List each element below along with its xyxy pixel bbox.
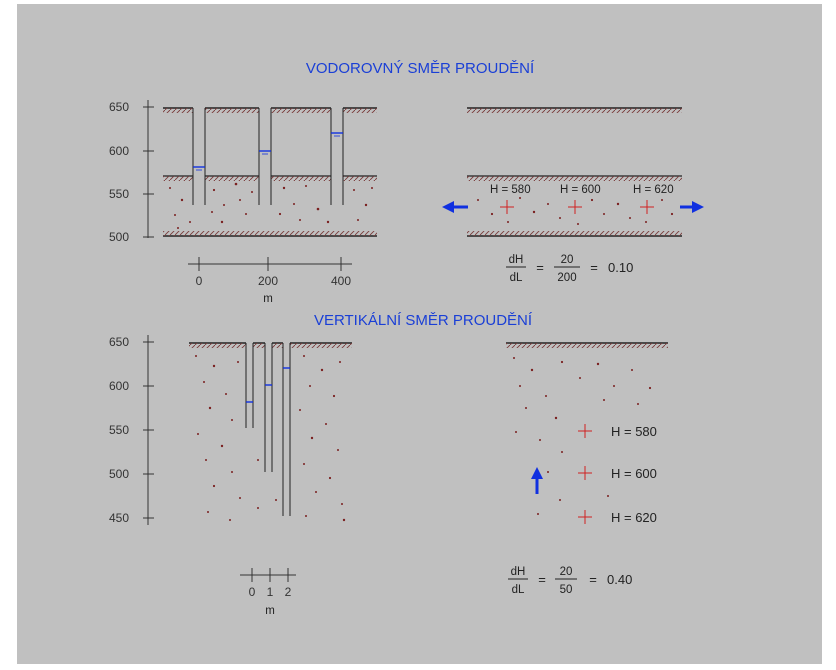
bottom-formula-dl: dL <box>512 584 525 596</box>
top-elevation-axis: 650 600 550 500 <box>109 100 154 244</box>
bottom-scale-unit: m <box>265 605 275 617</box>
top-formula-result: 0.10 <box>608 260 633 275</box>
bottom-scale-tick-1: 1 <box>267 585 274 599</box>
bottom-formula-eq2: = <box>589 572 597 587</box>
bottom-axis-tick-450: 450 <box>109 511 129 525</box>
top-axis-tick-650: 650 <box>109 100 129 114</box>
top-title: VODOROVNÝ SMĚR PROUDĚNÍ <box>306 60 535 77</box>
bottom-head-label-600: H = 600 <box>611 466 657 481</box>
top-axis-tick-550: 550 <box>109 187 129 201</box>
top-formula-dl: dL <box>510 272 523 284</box>
top-flow-arrow-right-icon <box>680 201 704 213</box>
top-distance-scale: 0 200 400 m <box>188 257 352 305</box>
bottom-axis-tick-550: 550 <box>109 423 129 437</box>
bottom-head-markers <box>578 424 592 524</box>
bottom-formula-num: 20 <box>560 566 573 578</box>
top-gradient-formula: dH dL = 20 200 = 0.10 <box>506 254 633 284</box>
top-flow-arrow-left-icon <box>442 201 468 213</box>
top-formula-num: 20 <box>561 254 574 266</box>
top-head-label-580: H = 580 <box>490 184 531 196</box>
top-left-soil-dots <box>169 182 373 229</box>
diagram-panel <box>17 4 822 664</box>
bottom-distance-scale: 0 1 2 m <box>240 568 296 617</box>
top-head-label-620: H = 620 <box>633 184 674 196</box>
bottom-head-label-620: H = 620 <box>611 510 657 525</box>
bottom-gradient-formula: dH dL = 20 50 = 0.40 <box>508 566 632 596</box>
bottom-formula-den: 50 <box>560 584 573 596</box>
top-right-soil-dots <box>477 197 674 225</box>
bottom-formula-dh: dH <box>511 566 526 578</box>
top-formula-den: 200 <box>557 272 576 284</box>
top-formula-eq2: = <box>590 260 598 275</box>
bottom-right-soil-dots <box>513 357 652 515</box>
top-right-schematic <box>467 107 682 237</box>
bottom-flow-arrow-up-icon <box>531 467 543 494</box>
bottom-scale-tick-0: 0 <box>249 585 256 599</box>
top-formula-dh: dH <box>509 254 524 266</box>
bottom-right-schematic <box>506 342 668 348</box>
top-axis-tick-500: 500 <box>109 230 129 244</box>
top-head-markers <box>500 200 654 214</box>
bottom-left-soil-dots <box>195 355 346 522</box>
bottom-title: VERTIKÁLNÍ SMĚR PROUDĚNÍ <box>314 312 533 329</box>
bottom-axis-tick-600: 600 <box>109 379 129 393</box>
bottom-axis-tick-500: 500 <box>109 467 129 481</box>
top-formula-eq1: = <box>536 260 544 275</box>
bottom-formula-result: 0.40 <box>607 572 632 587</box>
top-scale-unit: m <box>263 293 273 305</box>
top-head-label-600: H = 600 <box>560 184 601 196</box>
bottom-elevation-axis: 650 600 550 500 450 <box>109 335 154 525</box>
top-scale-tick-400: 400 <box>331 274 351 288</box>
bottom-formula-eq1: = <box>538 572 546 587</box>
bottom-head-label-580: H = 580 <box>611 424 657 439</box>
bottom-axis-tick-650: 650 <box>109 335 129 349</box>
bottom-left-cross-section <box>189 340 352 516</box>
top-scale-tick-0: 0 <box>196 274 203 288</box>
top-scale-tick-200: 200 <box>258 274 278 288</box>
top-left-cross-section <box>163 105 377 237</box>
bottom-scale-tick-2: 2 <box>285 585 292 599</box>
top-axis-tick-600: 600 <box>109 144 129 158</box>
